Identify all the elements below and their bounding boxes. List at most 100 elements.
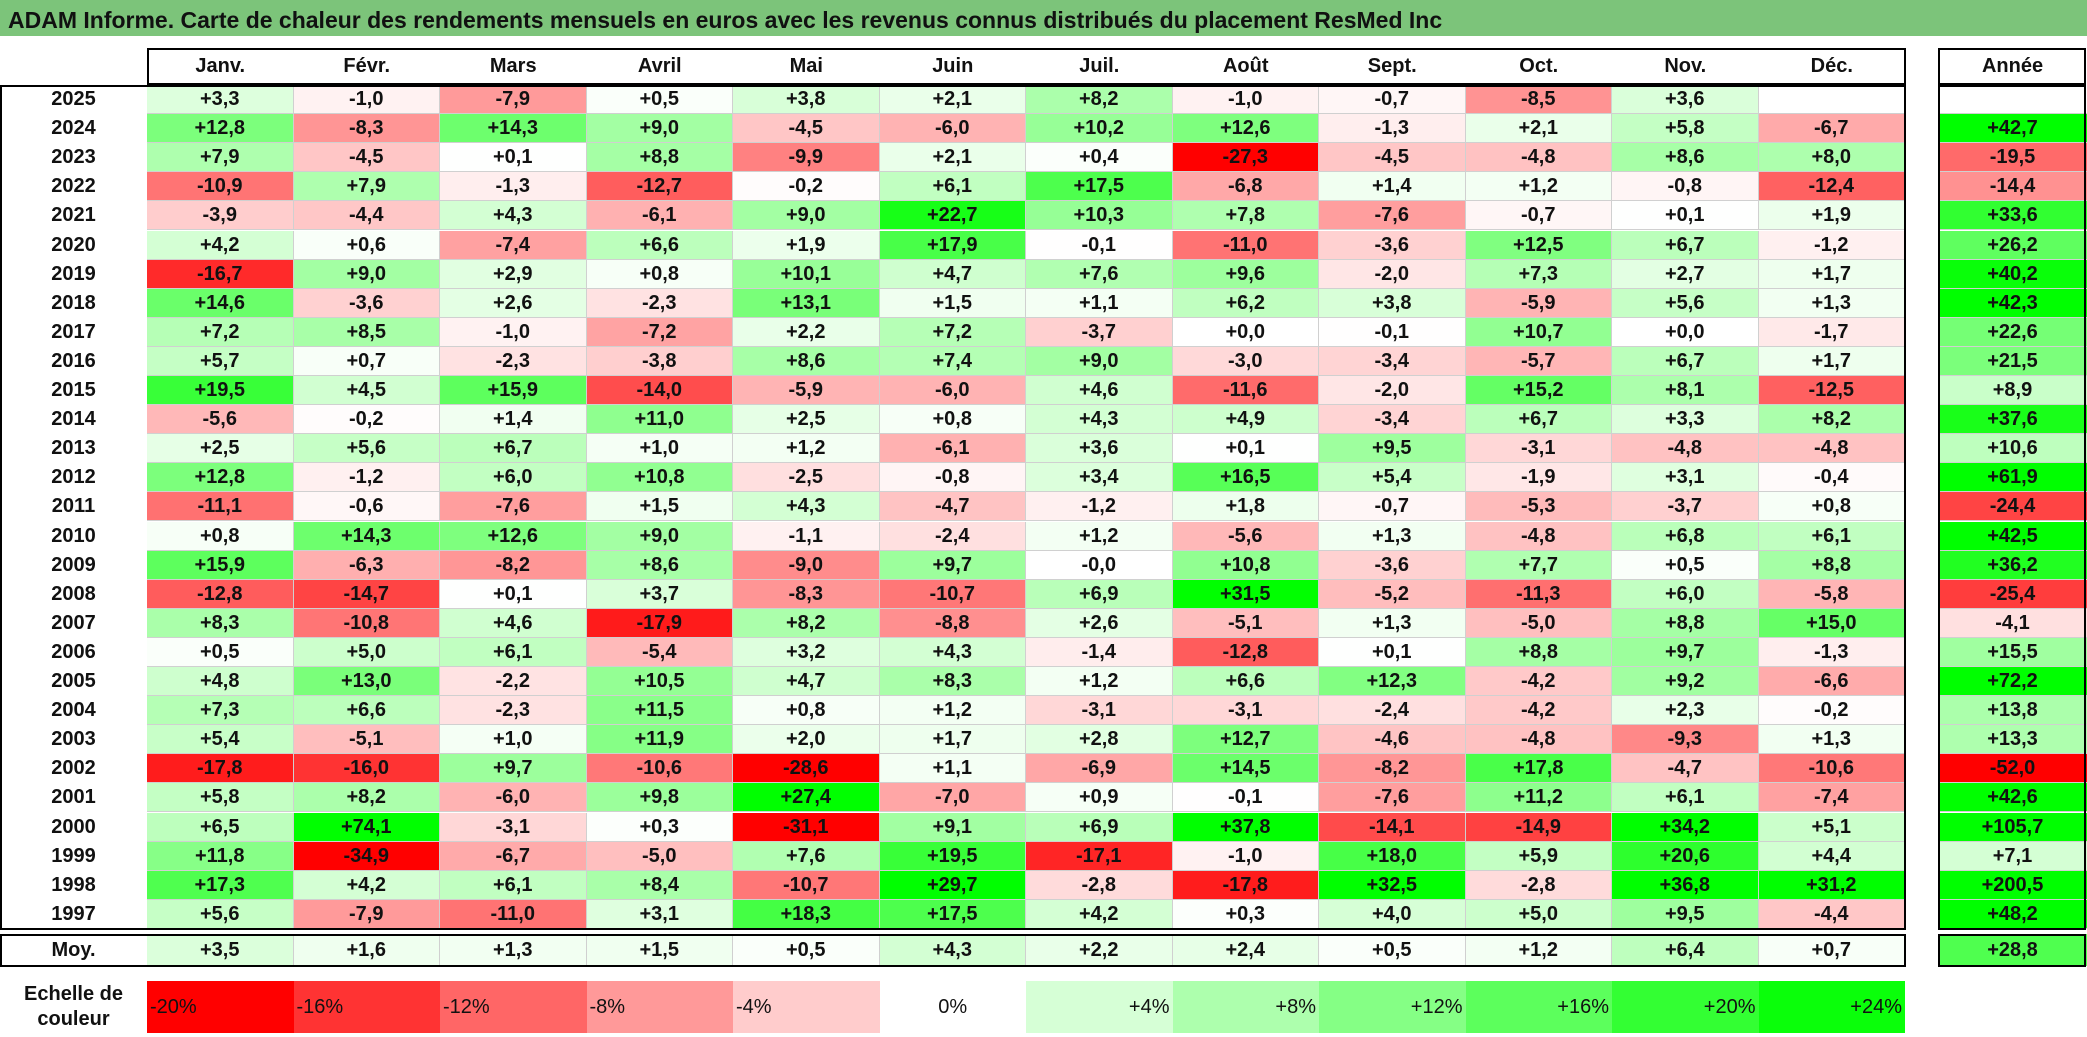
heatmap-cell: +6,8 [1612,521,1759,551]
heatmap-cell: +7,3 [1465,259,1612,289]
heatmap-cell: +19,5 [879,841,1026,871]
heatmap-cell: -1,9 [1465,463,1612,493]
heatmap-cell: -7,2 [586,317,733,347]
heatmap-cell: +2,5 [733,405,880,435]
heatmap-cell: +8,5 [293,317,440,347]
heatmap-cell: +7,4 [879,346,1026,376]
heatmap-cell: +18,3 [733,899,880,929]
heatmap-cell: +15,0 [1758,608,1905,638]
heatmap-cell: +10,1 [733,259,880,289]
heatmap-cell: +6,1 [1612,783,1759,813]
heatmap-cell: +0,8 [1758,492,1905,522]
heatmap-cell: +7,8 [1172,201,1319,231]
heatmap-cell: +6,9 [1026,812,1173,842]
heatmap-cell: -12,8 [1172,637,1319,667]
heatmap-cell: -1,0 [293,85,440,115]
heatmap-cell: +15,9 [147,550,294,580]
scale-label: Echelle de couleur [24,983,123,1030]
heatmap-cell: -2,8 [1465,870,1612,900]
heatmap-cell: -4,4 [293,201,440,231]
heatmap-cell: +9,0 [586,521,733,551]
scale-swatch: +16% [1465,981,1612,1033]
heatmap-cell: -5,1 [1172,608,1319,638]
heatmap-cell: +14,3 [440,114,587,144]
heatmap-cell: +8,2 [733,608,880,638]
heatmap-cell: +8,8 [1612,608,1759,638]
heatmap-cell: +5,4 [1319,463,1466,493]
heatmap-cell: +0,1 [1319,637,1466,667]
heatmap-cell: +0,8 [147,521,294,551]
row-label: 2018 [51,291,96,314]
heatmap-cell: -10,7 [733,870,880,900]
row-label: 2025 [51,88,96,110]
heatmap-cell: -4,8 [1465,143,1612,173]
scale-swatch: -8% [586,981,733,1033]
heatmap-cell: +3,4 [1026,463,1173,493]
heatmap-cell: +1,9 [733,230,880,260]
heatmap-cell: +3,2 [733,637,880,667]
heatmap-cell: -11,6 [1172,376,1319,406]
heatmap-cell: +3,6 [1026,434,1173,464]
heatmap-cell: +1,7 [1758,346,1905,376]
heatmap-cell: +17,9 [879,230,1026,260]
row-label: 1997 [51,902,96,925]
heatmap-cell: +1,0 [440,725,587,755]
heatmap-cell: +6,7 [1612,230,1759,260]
heatmap-cell: -9,3 [1612,725,1759,755]
heatmap-cell: +3,1 [586,899,733,929]
heatmap-cell: -0,1 [1026,230,1173,260]
heatmap-cell: -7,6 [1319,201,1466,231]
heatmap-cell: +2,8 [1026,725,1173,755]
heatmap-cell: +6,0 [1612,579,1759,609]
heatmap-cell: +0,7 [293,346,440,376]
column-header: Mars [489,55,537,77]
heatmap-cell: +8,8 [586,143,733,173]
heatmap-cell: +4,3 [733,492,880,522]
heatmap-cell: +1,3 [1319,521,1466,551]
heatmap-cell: -27,3 [1172,143,1319,173]
row-label: 1998 [51,873,96,896]
heatmap-cell: +3,8 [733,85,880,115]
heatmap-cell: +4,3 [440,201,587,231]
heatmap-cell: +34,2 [1612,812,1759,842]
heatmap-cell: +6,6 [293,696,440,726]
heatmap-cell: -9,0 [733,550,880,580]
heatmap-cell: +5,6 [147,899,294,929]
heatmap-cell: +5,7 [147,346,294,376]
heatmap-cell: -7,4 [440,230,587,260]
heatmap-cell: +11,0 [586,405,733,435]
average-row-label: Moy. [51,938,96,961]
heatmap-cell: +3,7 [586,579,733,609]
heatmap-cell: +2,5 [147,434,294,464]
heatmap-cell: +0,0 [1172,317,1319,347]
heatmap-cell: +19,5 [147,376,294,406]
heatmap-cell: -4,5 [733,114,880,144]
year-total-cell: +21,5 [1938,346,2087,376]
year-total-cell: +33,6 [1938,201,2087,231]
heatmap-cell: -4,4 [1758,899,1905,929]
year-total-cell: +42,7 [1938,114,2087,144]
heatmap-cell: +0,4 [1026,143,1173,173]
heatmap-cell: -9,9 [733,143,880,173]
heatmap-cell: +0,6 [293,230,440,260]
heatmap-cell: +7,3 [147,696,294,726]
heatmap-cell: +2,1 [879,143,1026,173]
column-header: Déc. [1810,55,1853,77]
heatmap-cell: -6,6 [1758,667,1905,697]
heatmap-cell: +6,2 [1172,288,1319,318]
heatmap-cell: +8,8 [1465,637,1612,667]
heatmap-cell: -12,7 [586,172,733,202]
heatmap-cell: -5,6 [1172,521,1319,551]
heatmap-cell: +17,5 [879,899,1026,929]
heatmap-cell: -6,0 [879,114,1026,144]
heatmap-cell: -2,4 [1319,696,1466,726]
heatmap-cell: -2,5 [733,463,880,493]
year-column-header: Année [1981,55,2044,77]
heatmap-cell: +3,3 [1612,405,1759,435]
year-total-cell: +200,5 [1938,870,2087,900]
heatmap-cell: -12,5 [1758,376,1905,406]
heatmap-cell: -1,0 [1172,841,1319,871]
heatmap-cell: -6,7 [1758,114,1905,144]
heatmap-cell: +0,3 [1172,899,1319,929]
